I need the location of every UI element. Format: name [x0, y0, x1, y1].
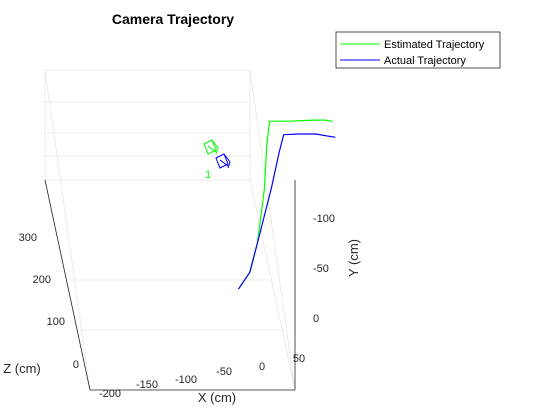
legend-items: Estimated Trajectory Actual Trajectory — [340, 39, 485, 67]
x-tick-label: -100 — [175, 374, 197, 386]
z-axis-label: Z (cm) — [3, 361, 41, 376]
series-line-2 — [238, 133, 336, 290]
series-layer — [238, 119, 336, 290]
chart-title: Camera Trajectory — [112, 11, 234, 27]
x-tick-label: 50 — [293, 353, 305, 365]
x-tick-labels: -200 -150 -100 -50 0 50 — [99, 353, 305, 400]
legend-label: Actual Trajectory — [384, 55, 466, 67]
x-tick-label: -200 — [99, 388, 121, 400]
camera-icon — [203, 139, 231, 169]
x-tick-label: -50 — [216, 366, 232, 378]
legend-label: Estimated Trajectory — [384, 39, 485, 51]
start-marker-label: 1 — [205, 169, 211, 181]
z-tick-label: 200 — [33, 274, 51, 286]
y-tick-label: 0 — [313, 313, 319, 325]
x-tick-label: 0 — [259, 361, 265, 373]
axes-grid — [44, 69, 296, 391]
z-tick-label: 300 — [19, 232, 37, 244]
y-tick-labels: -100 -50 0 — [313, 213, 335, 325]
y-tick-label: -100 — [313, 213, 335, 225]
y-axis-label: Y (cm) — [346, 239, 361, 277]
z-tick-labels: 0 100 200 300 — [19, 232, 79, 371]
legend: Estimated Trajectory Actual Trajectory — [335, 31, 501, 69]
camera-frame-2 — [215, 153, 231, 169]
z-tick-label: 0 — [73, 359, 79, 371]
camera-frame-1 — [203, 139, 219, 155]
x-axis-label: X (cm) — [198, 390, 236, 405]
y-tick-label: -50 — [313, 263, 329, 275]
x-tick-label: -150 — [136, 379, 158, 391]
axes-box — [44, 179, 296, 391]
z-tick-label: 100 — [47, 316, 65, 328]
